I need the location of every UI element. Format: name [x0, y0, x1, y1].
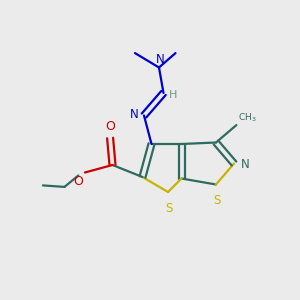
- Text: O: O: [74, 175, 83, 188]
- Text: O: O: [105, 120, 115, 133]
- Text: N: N: [155, 53, 164, 66]
- Text: N: N: [130, 108, 139, 122]
- Text: S: S: [213, 194, 220, 207]
- Text: H: H: [169, 90, 177, 100]
- Text: S: S: [165, 202, 172, 214]
- Text: N: N: [241, 158, 249, 172]
- Text: CH$_3$: CH$_3$: [238, 111, 256, 124]
